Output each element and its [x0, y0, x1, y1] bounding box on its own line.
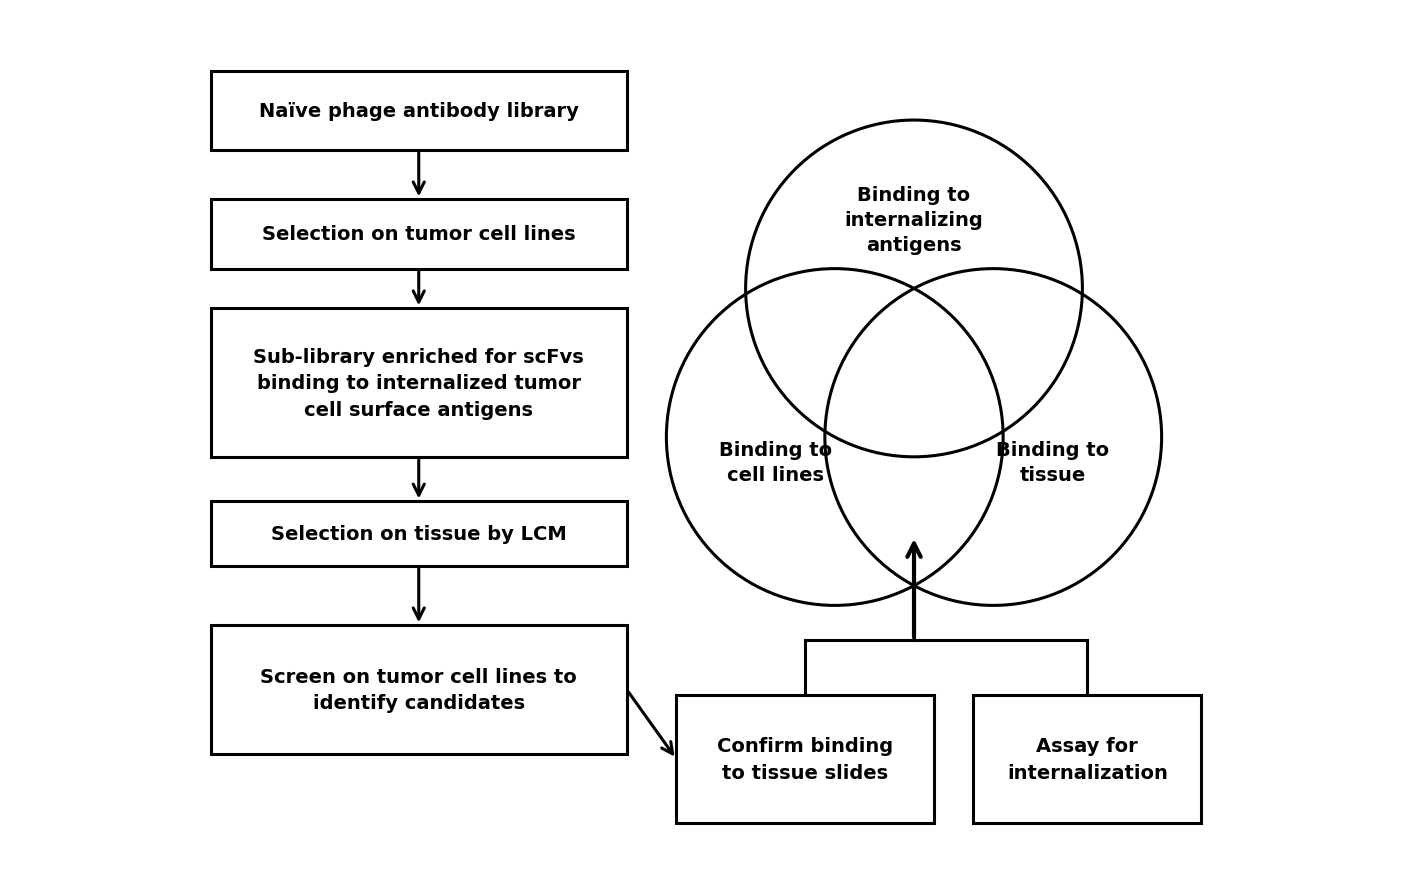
Bar: [210, 502, 627, 567]
Text: Selection on tissue by LCM: Selection on tissue by LCM: [271, 524, 566, 544]
Text: Naïve phage antibody library: Naïve phage antibody library: [258, 102, 579, 120]
Text: Screen on tumor cell lines to
identify candidates: Screen on tumor cell lines to identify c…: [260, 667, 578, 712]
Bar: [676, 695, 933, 824]
Text: Binding to
cell lines: Binding to cell lines: [719, 440, 832, 484]
Text: Selection on tumor cell lines: Selection on tumor cell lines: [263, 225, 576, 244]
Bar: [210, 71, 627, 151]
Text: Assay for
internalization: Assay for internalization: [1007, 737, 1168, 781]
Text: Sub-library enriched for scFvs
binding to internalized tumor
cell surface antige: Sub-library enriched for scFvs binding t…: [253, 347, 585, 419]
Text: Binding to
internalizing
antigens: Binding to internalizing antigens: [844, 185, 983, 254]
Text: Confirm binding
to tissue slides: Confirm binding to tissue slides: [717, 737, 894, 781]
Bar: [210, 309, 627, 457]
Bar: [210, 625, 627, 754]
Bar: [973, 695, 1202, 824]
Bar: [210, 200, 627, 269]
Text: Binding to
tissue: Binding to tissue: [995, 440, 1110, 484]
